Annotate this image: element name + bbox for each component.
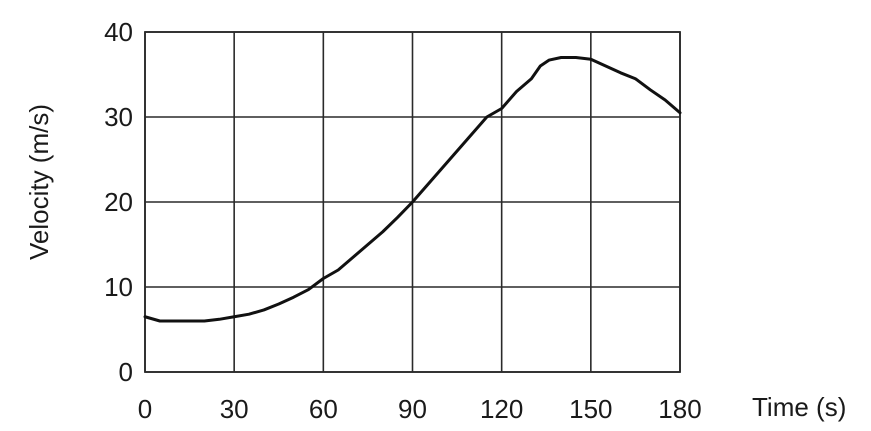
x-tick-label: 180	[658, 394, 701, 424]
y-axis-ticks: 0 10 20 30 40	[104, 17, 133, 387]
y-axis-label: Velocity (m/s)	[24, 104, 54, 260]
x-tick-label: 0	[138, 394, 152, 424]
x-axis-label: Time (s)	[752, 392, 846, 422]
x-tick-label: 30	[220, 394, 249, 424]
x-axis-ticks: 0 30 60 90 120 150 180	[138, 394, 702, 424]
x-tick-label: 60	[309, 394, 338, 424]
x-tick-label: 90	[398, 394, 427, 424]
y-tick-label: 20	[104, 187, 133, 217]
x-tick-label: 150	[569, 394, 612, 424]
y-tick-label: 10	[104, 272, 133, 302]
x-tick-label: 120	[480, 394, 523, 424]
y-tick-label: 0	[119, 357, 133, 387]
velocity-series-line	[143, 56, 682, 323]
y-tick-label: 40	[104, 17, 133, 47]
plot-frame	[144, 31, 681, 373]
y-tick-label: 30	[104, 102, 133, 132]
